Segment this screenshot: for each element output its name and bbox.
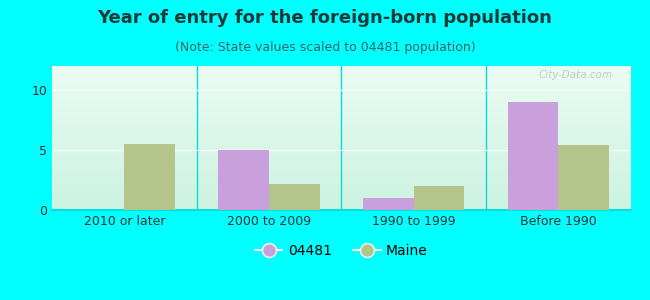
- Bar: [558, 145, 609, 210]
- Text: (Note: State values scaled to 04481 population): (Note: State values scaled to 04481 popu…: [175, 40, 475, 53]
- Bar: [269, 184, 320, 210]
- Bar: [508, 102, 558, 210]
- Bar: [218, 150, 269, 210]
- Text: City-Data.com: City-Data.com: [539, 70, 613, 80]
- Bar: [124, 144, 175, 210]
- Text: Year of entry for the foreign-born population: Year of entry for the foreign-born popul…: [98, 9, 552, 27]
- Bar: [363, 198, 413, 210]
- Legend: 04481, Maine: 04481, Maine: [249, 238, 434, 263]
- Bar: [413, 186, 464, 210]
